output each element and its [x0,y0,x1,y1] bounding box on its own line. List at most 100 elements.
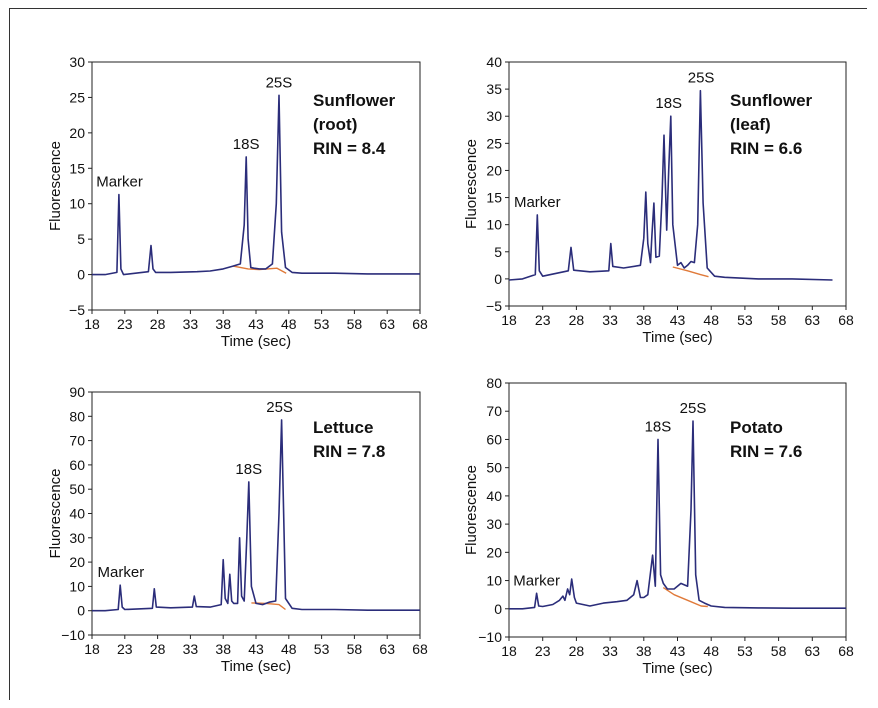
sample-label-line: Potato [730,418,783,437]
y-tick-label: 30 [486,108,502,124]
y-tick-label: 15 [69,160,85,176]
y-tick-label: 60 [69,457,85,473]
y-tick-label: 10 [69,196,85,212]
y-tick-label: 20 [486,162,502,178]
y-tick-label: 25 [486,135,502,151]
x-tick-label: 28 [150,641,166,657]
y-tick-label: 0 [494,271,502,287]
x-tick-label: 43 [248,316,264,332]
x-tick-label: 28 [569,643,585,659]
y-tick-label: 40 [69,506,85,522]
x-tick-label: 48 [703,643,719,659]
y-tick-label: 30 [69,54,85,70]
x-tick-label: 63 [805,312,821,328]
peak-label: Marker [98,564,145,581]
y-tick-label: 25 [69,89,85,105]
x-tick-label: 63 [379,316,395,332]
x-tick-label: 68 [838,643,854,659]
peak-label: 25S [266,399,293,416]
chart-panel-4: 18 23 28 33 38 43 48 53 58 63 68 −10 0 10 20 30 40 50 60 70… [463,375,854,677]
peak-label: 25S [680,400,707,417]
y-tick-label: 30 [486,516,502,532]
x-tick-label: 43 [248,641,264,657]
x-tick-label: 68 [412,641,428,657]
peak-label: 18S [235,461,262,478]
peak-label: Marker [513,572,560,589]
y-tick-label: 50 [69,481,85,497]
x-axis-label: Time (sec) [642,329,712,346]
x-axis-label: Time (sec) [642,660,712,677]
x-tick-label: 53 [737,312,753,328]
figure-frame [9,8,867,700]
x-axis-label: Time (sec) [221,333,291,350]
y-tick-label: 0 [77,267,85,283]
x-tick-label: 38 [636,643,652,659]
y-tick-label: 5 [77,231,85,247]
x-tick-label: 18 [84,316,100,332]
peak-label: 25S [688,70,715,87]
peak-label: 18S [655,95,682,112]
x-axis-label: Time (sec) [221,658,291,675]
sample-label-line: (root) [313,115,357,134]
y-tick-label: 35 [486,81,502,97]
y-tick-label: 70 [69,433,85,449]
sample-label-line: RIN = 7.8 [313,442,385,461]
sample-label-line: Lettuce [313,418,373,437]
x-tick-label: 68 [838,312,854,328]
sample-label-line: RIN = 8.4 [313,139,386,158]
x-tick-label: 23 [535,312,551,328]
x-tick-label: 33 [602,643,618,659]
x-tick-label: 48 [281,316,297,332]
sample-label-line: Sunflower [313,91,396,110]
x-tick-label: 33 [602,312,618,328]
y-tick-label: 10 [69,578,85,594]
trace-line [509,420,846,610]
peak-label: Marker [96,174,143,191]
x-tick-label: 33 [183,641,199,657]
y-tick-label: 60 [486,431,502,447]
x-tick-label: 53 [314,641,330,657]
x-tick-label: 58 [771,312,787,328]
chart-panel-3: 18 23 28 33 38 43 48 53 58 63 68 −10 0 10 20 30 40 50 60 70… [47,384,428,675]
baseline-line [662,587,708,608]
y-tick-label: 0 [77,603,85,619]
x-tick-label: 23 [117,641,133,657]
x-tick-label: 38 [215,641,231,657]
x-tick-label: 38 [636,312,652,328]
y-tick-label: 30 [69,530,85,546]
y-tick-label: −5 [69,302,85,318]
chart-panel-2: 18 23 28 33 38 43 48 53 58 63 68 −5 0 5 10 15 20 25 30 35 40… [463,54,854,346]
x-tick-label: 63 [379,641,395,657]
trace-line [508,89,833,281]
x-tick-label: 58 [771,643,787,659]
trace-line [92,419,420,612]
x-tick-label: 48 [281,641,297,657]
y-tick-label: −10 [61,627,85,643]
y-tick-label: 20 [69,125,85,141]
x-tick-label: 18 [84,641,100,657]
trace-line [92,94,420,276]
x-tick-label: 63 [805,643,821,659]
y-tick-label: 10 [486,217,502,233]
y-tick-label: 5 [494,244,502,260]
sample-label-line: Sunflower [730,91,813,110]
y-tick-label: 0 [494,601,502,617]
x-tick-label: 33 [183,316,199,332]
x-tick-label: 43 [670,643,686,659]
peak-label: Marker [514,194,561,211]
y-tick-label: 90 [69,384,85,400]
y-axis-label: Fluorescence [47,468,64,558]
y-axis-label: Fluorescence [47,141,64,231]
y-axis-label: Fluorescence [463,465,480,555]
x-tick-label: 28 [569,312,585,328]
baseline-line [672,266,709,278]
y-tick-label: 40 [486,488,502,504]
sample-label-line: RIN = 7.6 [730,442,802,461]
peak-label: 18S [233,136,260,153]
x-tick-label: 18 [501,643,517,659]
x-tick-label: 48 [703,312,719,328]
y-tick-label: −10 [478,629,502,645]
x-tick-label: 53 [314,316,330,332]
y-tick-label: 20 [486,544,502,560]
